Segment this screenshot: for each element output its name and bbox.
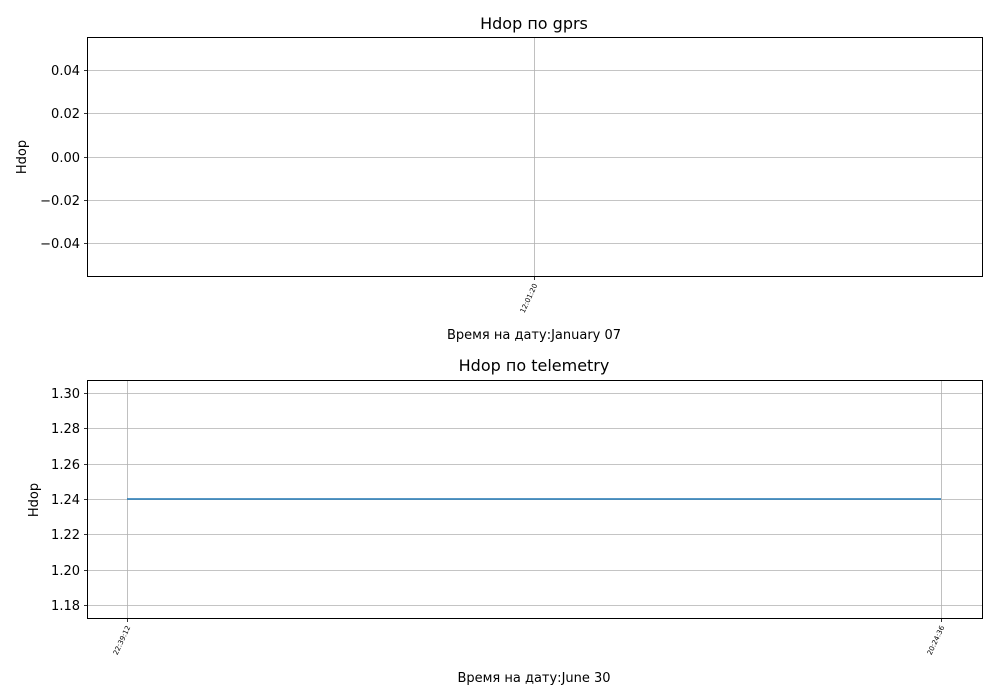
y-tick-label: 1.22 [51, 528, 80, 543]
y-tick-label: 1.26 [51, 458, 80, 473]
x-axis: 22:39:12 20:24:36 [112, 618, 947, 656]
x-axis-label: Время на дату:June 30 [457, 671, 610, 686]
y-tick-label: −0.02 [40, 194, 80, 209]
y-tick-label: 0.04 [51, 64, 80, 79]
y-axis: 0.04 0.02 0.00 −0.02 −0.04 [40, 64, 88, 252]
x-tick-label: 22:39:12 [112, 624, 133, 656]
y-tick-label: 1.20 [51, 564, 80, 579]
chart-title: Hdop по gprs [480, 14, 588, 33]
y-tick-label: 1.28 [51, 422, 80, 437]
x-axis: 12:01:20 [519, 276, 540, 314]
y-tick-label: 1.18 [51, 599, 80, 614]
x-tick-label: 12:01:20 [519, 282, 540, 314]
chart-telemetry: Hdop по telemetry 1.301.281.261.241.221.… [27, 356, 983, 686]
y-tick-label: 1.24 [51, 493, 80, 508]
grid [88, 37, 982, 276]
chart-title: Hdop по telemetry [459, 356, 610, 375]
plot-frame [87, 37, 983, 277]
y-tick-label: −0.04 [40, 237, 80, 252]
y-tick-label: 0.02 [51, 107, 80, 122]
x-tick-label: 20:24:36 [926, 624, 947, 656]
grid [88, 380, 982, 618]
x-axis-label: Время на дату:January 07 [447, 328, 621, 343]
y-axis-label: Hdop [27, 483, 42, 517]
y-tick-label: 0.00 [51, 151, 80, 166]
y-axis-label: Hdop [15, 140, 30, 174]
y-tick-label: 1.30 [51, 387, 80, 402]
chart-gprs: Hdop по gprs 0.04 0.02 0.00 −0.02 −0.04 12:0… [15, 14, 983, 343]
y-axis: 1.30 1.28 1.26 1.24 1.22 1.20 1.18 [51, 387, 88, 614]
